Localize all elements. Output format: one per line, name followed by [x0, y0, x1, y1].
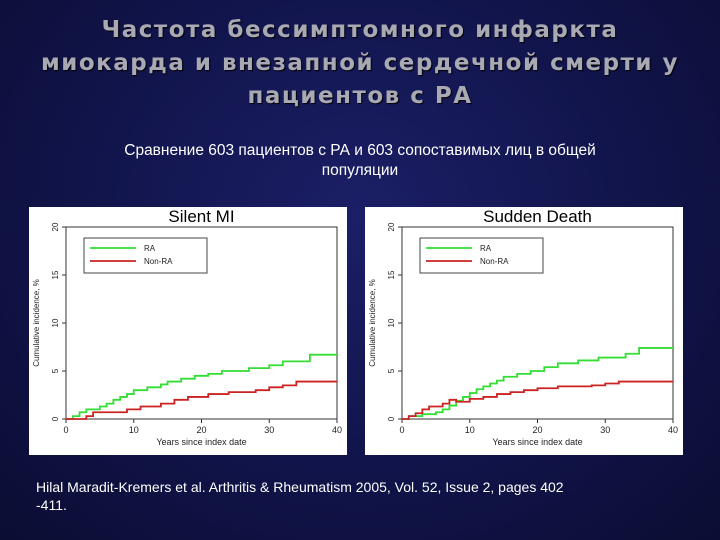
- x-tick-label: 30: [600, 425, 610, 435]
- chart-panel-sudden-death: Sudden Death 0 10 20 30 40 0 5 10 15 20 Years since…: [365, 207, 683, 455]
- y-tick-label: 0: [387, 416, 396, 421]
- chart-title: Sudden Death: [483, 207, 592, 226]
- legend-label-ra: RA: [144, 244, 156, 253]
- chart-silent-mi: Silent MI 0 10 20 30 40 0 5 10 15 20 Years since in…: [32, 207, 342, 447]
- x-tick-label: 40: [668, 425, 678, 435]
- citation: Hilal Maradit-Kremers et al. Arthritis &…: [36, 478, 696, 514]
- slide-title: Частота бессимптомного инфаркта миокарда…: [20, 14, 700, 113]
- legend-box: [83, 237, 208, 274]
- chart-sudden-death: Sudden Death 0 10 20 30 40 0 5 10 15 20 Years since…: [368, 207, 678, 447]
- chart-panel-silent-mi: Silent MI 0 10 20 30 40 0 5 10 15 20 Years since in…: [29, 207, 347, 455]
- legend-label-ra: RA: [480, 244, 492, 253]
- series-line-non-ra: [66, 380, 337, 420]
- y-tick-label: 15: [387, 270, 396, 279]
- y-axis-label: Cumulative incidence, %: [32, 279, 41, 367]
- series-line-ra: [402, 347, 673, 420]
- y-tick-label: 10: [387, 318, 396, 327]
- legend-label-non-ra: Non-RA: [144, 257, 173, 266]
- y-tick-label: 10: [51, 318, 60, 327]
- citation-line-2: -411.: [36, 497, 67, 513]
- slide-title-line-2: миокарда и внезапной сердечной смерти у: [40, 50, 680, 76]
- legend-box: [419, 237, 544, 274]
- x-tick-label: 30: [264, 425, 274, 435]
- x-axis-label: Years since index date: [156, 437, 246, 447]
- x-tick-label: 10: [465, 425, 475, 435]
- series-line-non-ra: [402, 380, 673, 420]
- x-axis-label: Years since index date: [492, 437, 582, 447]
- y-tick-label: 15: [51, 270, 60, 279]
- slide-title-line-3: пациентов с РА: [247, 83, 473, 109]
- citation-line-1: Hilal Maradit-Kremers et al. Arthritis &…: [36, 479, 564, 495]
- slide-subtitle: Сравнение 603 пациентов с РА и 603 сопос…: [20, 141, 700, 181]
- x-tick-label: 40: [332, 425, 342, 435]
- y-tick-label: 20: [51, 222, 60, 231]
- y-tick-label: 0: [51, 416, 60, 421]
- legend-label-non-ra: Non-RA: [480, 257, 509, 266]
- subtitle-line-1: Сравнение 603 пациентов с РА и 603 сопос…: [124, 142, 596, 159]
- x-tick-label: 10: [129, 425, 139, 435]
- chart-title: Silent MI: [168, 207, 234, 226]
- x-tick-label: 20: [196, 425, 206, 435]
- x-tick-label: 20: [532, 425, 542, 435]
- y-tick-label: 5: [387, 368, 396, 373]
- slide-title-line-1: Частота бессимптомного инфаркта: [101, 17, 619, 43]
- subtitle-line-2: популяции: [321, 162, 399, 179]
- y-tick-label: 5: [51, 368, 60, 373]
- x-tick-label: 0: [63, 425, 68, 435]
- y-axis-label: Cumulative incidence, %: [368, 279, 377, 367]
- y-tick-label: 20: [387, 222, 396, 231]
- x-tick-label: 0: [399, 425, 404, 435]
- series-line-ra: [66, 353, 337, 420]
